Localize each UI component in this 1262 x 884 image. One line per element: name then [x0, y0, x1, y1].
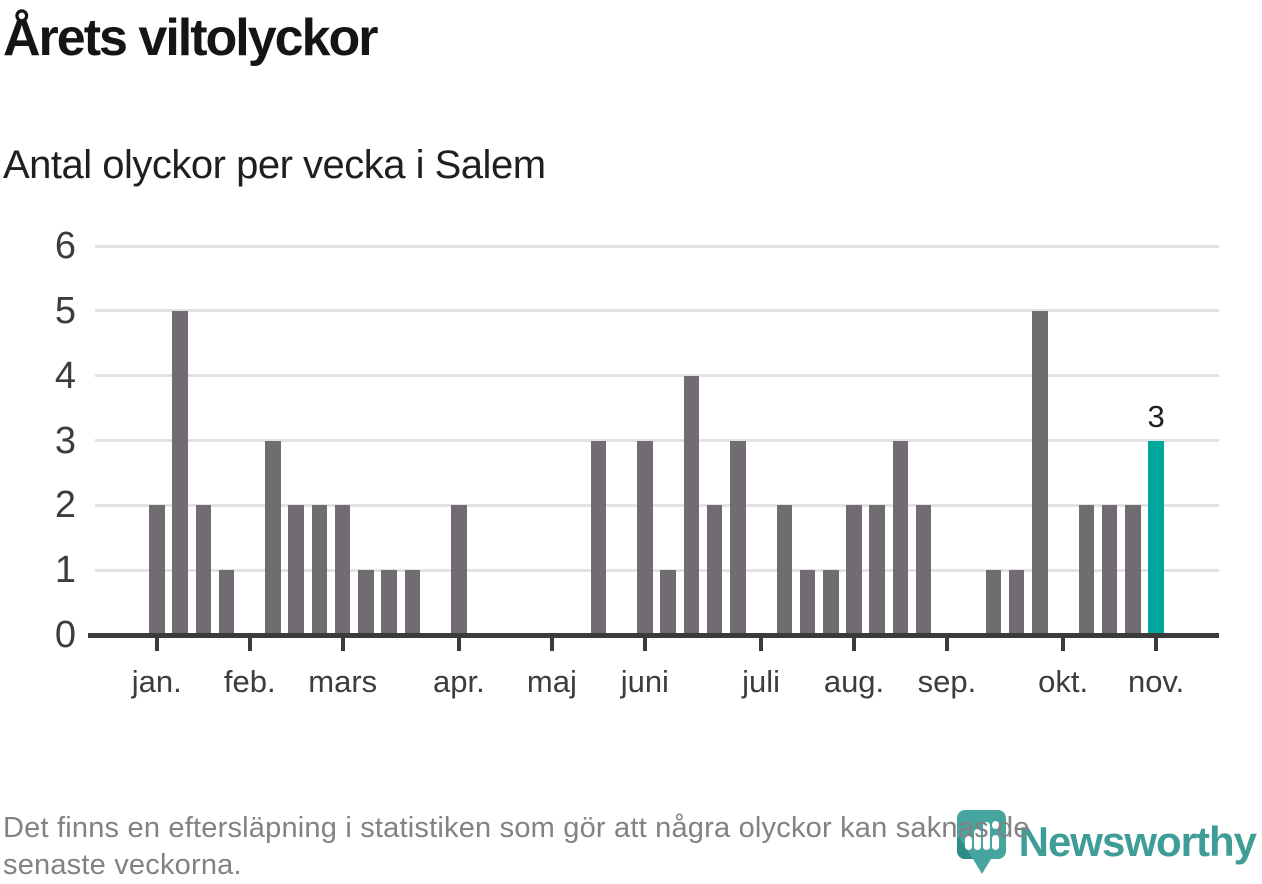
y-axis-label: 1 — [54, 549, 76, 592]
y-axis-label: 6 — [54, 225, 76, 268]
bar — [590, 440, 607, 635]
newsworthy-wordmark: Newsworthy — [1018, 818, 1257, 865]
x-axis-label: nov. — [1127, 664, 1185, 699]
x-axis-label: sep. — [917, 664, 977, 699]
bar — [311, 505, 328, 635]
bar — [1032, 310, 1048, 635]
gridline — [95, 309, 1219, 313]
footer-note-line2: senaste veckorna. — [3, 849, 242, 881]
gridline — [95, 503, 1219, 507]
bar — [846, 505, 862, 635]
bar — [195, 505, 212, 635]
month-tick — [549, 638, 554, 651]
gridline — [95, 568, 1219, 572]
bar — [869, 505, 885, 635]
month-tick — [247, 638, 252, 651]
bar — [1008, 570, 1025, 635]
highlight-bar — [1148, 440, 1164, 635]
x-axis-label: mars — [308, 664, 378, 699]
bar — [637, 440, 653, 635]
month-tick — [154, 638, 159, 651]
x-axis-label: okt. — [1038, 664, 1089, 699]
bar — [149, 505, 165, 635]
month-tick — [642, 638, 647, 651]
chart-subtitle: Antal olyckor per vecka i Salem — [3, 143, 546, 187]
chart-title: Årets viltolyckor — [3, 9, 379, 67]
bar — [288, 505, 304, 635]
bar — [985, 570, 1002, 635]
gridline — [95, 244, 1219, 248]
bar — [706, 505, 723, 635]
bar — [381, 570, 397, 635]
month-tick — [340, 638, 345, 651]
newsworthy-pin-icon — [956, 810, 1006, 874]
bar — [1078, 505, 1095, 635]
bar — [172, 310, 188, 635]
bar-value-label: 3 — [1147, 398, 1165, 434]
x-axis-label: juli — [742, 664, 780, 699]
bar — [451, 505, 467, 635]
footer-note: Det finns en eftersläpning i statistiken… — [3, 810, 1253, 884]
gridline — [95, 374, 1219, 378]
y-axis-label: 0 — [54, 614, 76, 656]
y-axis-label: 2 — [54, 484, 76, 527]
bar — [1125, 505, 1141, 635]
bar — [915, 505, 932, 635]
bar — [1101, 505, 1118, 635]
x-axis-label: maj — [526, 664, 577, 699]
x-axis-label: apr. — [433, 664, 485, 699]
y-axis-label: 5 — [54, 289, 76, 332]
bar — [265, 440, 281, 635]
x-axis-label: juni — [620, 664, 669, 699]
bar — [683, 375, 700, 635]
bar — [660, 570, 676, 635]
x-axis-label: aug. — [823, 664, 885, 699]
month-tick — [759, 638, 764, 651]
bar — [776, 505, 793, 635]
newsworthy-logo: Newsworthy — [956, 809, 1257, 875]
x-axis-label: jan. — [131, 664, 182, 699]
bar — [218, 570, 235, 635]
month-tick — [1154, 638, 1159, 651]
month-tick — [1061, 638, 1066, 651]
bar — [358, 570, 374, 635]
footer-note-line1: Det finns en eftersläpning i statistiken… — [3, 812, 1030, 844]
bar — [823, 570, 839, 635]
gridline — [95, 439, 1219, 442]
bar — [799, 570, 816, 635]
y-axis-label: 4 — [54, 354, 76, 397]
month-tick — [944, 638, 949, 651]
x-axis-label: feb. — [223, 664, 276, 699]
bar — [892, 440, 909, 635]
month-tick — [852, 638, 856, 651]
bar — [730, 440, 746, 635]
x-axis-line — [88, 633, 1219, 638]
y-axis-label: 3 — [54, 419, 76, 462]
month-tick — [456, 638, 461, 651]
bar — [334, 505, 351, 635]
bar — [404, 570, 421, 635]
